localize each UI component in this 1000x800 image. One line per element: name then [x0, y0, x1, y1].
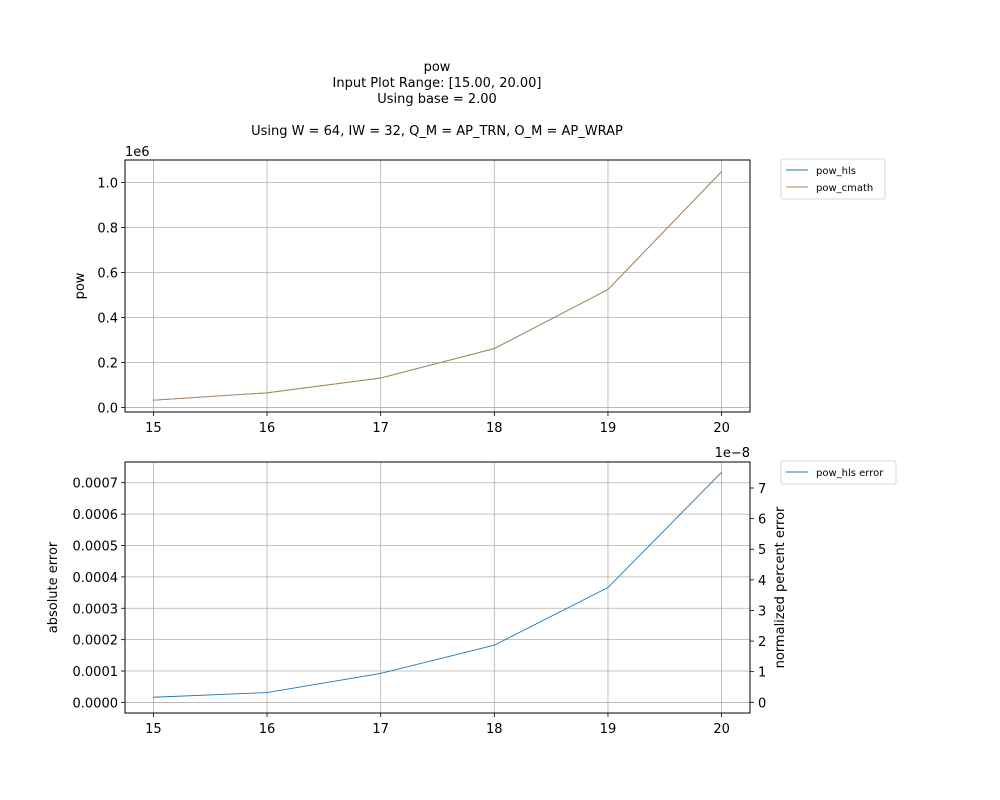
x-tick-label: 20: [713, 421, 730, 436]
x-tick-label: 20: [713, 722, 730, 737]
y-tick-label: 0.6: [97, 267, 118, 282]
y2-tick-label: 2: [758, 635, 766, 650]
error-y2-axis-label: normalized percent error: [773, 506, 788, 668]
error-legend: pow_hls error: [780, 460, 897, 485]
y-tick-label: 1.0: [97, 177, 118, 192]
y-tick-label: 0.4: [97, 312, 118, 327]
y2-tick-label: 1: [758, 666, 766, 681]
pow-y-ticks: 0.0 0.2 0.4 0.6 0.8 1.0: [97, 177, 125, 417]
x-tick-label: 18: [486, 722, 503, 737]
series-line-pow_hls: [153, 171, 722, 401]
error-series: [153, 472, 722, 698]
error-grid: [125, 462, 750, 713]
y2-tick-label: 7: [758, 482, 766, 497]
x-tick-label: 18: [486, 421, 503, 436]
title-line-4: Using W = 64, IW = 32, Q_M = AP_TRN, O_M…: [251, 124, 623, 139]
x-tick-label: 17: [372, 421, 389, 436]
series-line-pow_hls error: [153, 472, 722, 698]
y2-tick-label: 6: [758, 513, 766, 528]
pow-axes-frame: [124, 159, 751, 413]
y-tick-label: 0.0007: [73, 477, 119, 492]
error-subplot: 15 16 17 18 19 20 0.00000.00010.00020.00030.0…: [46, 446, 897, 737]
y-tick-label: 0.0004: [73, 571, 119, 586]
pow-x-ticks: 15 16 17 18 19 20: [145, 412, 730, 436]
x-tick-label: 19: [600, 722, 617, 737]
y-tick-label: 0.0005: [73, 539, 119, 554]
error-y-ticks: 0.0000 0.0001 0.0002 0.0003 0.0004 0.0005 0.00…: [73, 477, 125, 711]
pow-y-axis-label: pow: [73, 272, 88, 299]
series-line-pow_cmath: [153, 171, 722, 401]
y-tick-label: 0.0001: [73, 665, 119, 680]
error-y2-ticks: 0 1 2 3 4 5 6 7: [750, 482, 766, 711]
title-line-2: Using base = 2.00: [377, 92, 497, 107]
y2-tick-label: 3: [758, 604, 766, 619]
error-y2-scale-label: 1e−8: [715, 446, 750, 461]
legend-box: [780, 460, 897, 485]
pow-subplot: 15 16 17 18 19 20 0.00.20.40.60.81.0 1e6 pow …: [73, 145, 886, 436]
title-line-0: pow: [424, 60, 451, 75]
pow-series: [153, 171, 722, 401]
y-tick-label: 0.0003: [73, 602, 119, 617]
x-tick-label: 17: [372, 722, 389, 737]
legend-label: pow_hls error: [816, 468, 884, 479]
pow-legend: pow_hls pow_cmath: [780, 158, 886, 200]
pow-y-scale-label: 1e6: [125, 145, 150, 160]
x-tick-label: 16: [259, 421, 276, 436]
y-tick-label: 0.0002: [73, 634, 119, 649]
y-tick-label: 0.0006: [73, 508, 119, 523]
y-tick-label: 0.0000: [73, 696, 119, 711]
legend-box: [780, 158, 886, 200]
y2-tick-label: 0: [758, 696, 766, 711]
x-tick-label: 19: [600, 421, 617, 436]
legend-label: pow_hls: [816, 166, 856, 177]
pow-grid: [125, 160, 750, 412]
x-tick-label: 15: [145, 722, 162, 737]
error-x-ticks: 15 16 17 18 19 20: [145, 713, 730, 737]
legend-label: pow_cmath: [816, 183, 873, 194]
error-axes-frame: [124, 461, 751, 714]
y-tick-label: 0.2: [97, 357, 118, 372]
y-tick-label: 0.0: [97, 402, 118, 417]
y-tick-label: 0.8: [97, 222, 118, 237]
y2-tick-label: 5: [758, 543, 766, 558]
error-y-axis-label: absolute error: [46, 541, 61, 633]
x-tick-label: 16: [259, 722, 276, 737]
title-line-1: Input Plot Range: [15.00, 20.00]: [333, 76, 542, 91]
y2-tick-label: 4: [758, 574, 766, 589]
x-tick-label: 15: [145, 421, 162, 436]
